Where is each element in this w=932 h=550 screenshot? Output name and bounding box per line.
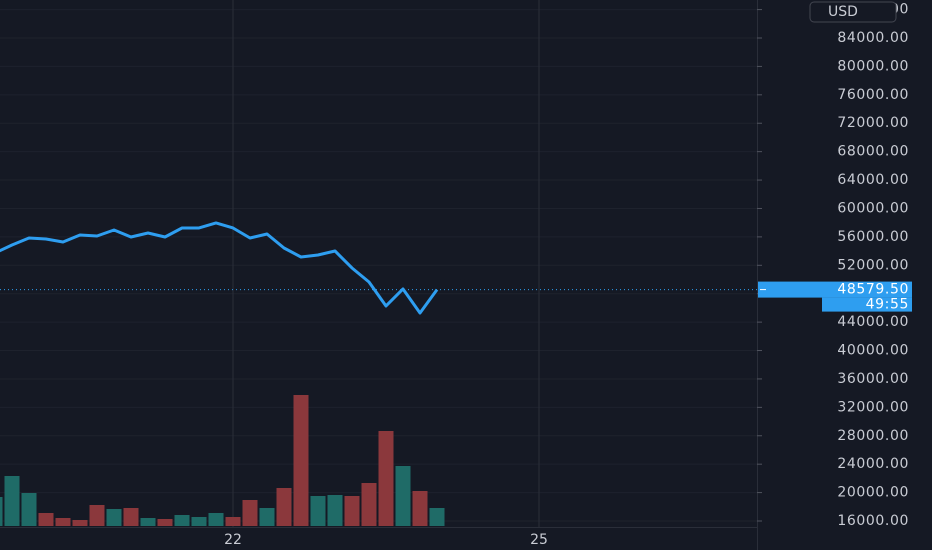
volume-bar bbox=[225, 517, 241, 526]
currency-badge bbox=[809, 1, 897, 23]
volume-bar bbox=[0, 497, 3, 526]
y-tick-label: 24000.00 bbox=[837, 456, 909, 472]
y-tick-label: 60000.00 bbox=[837, 200, 909, 216]
volume-bar bbox=[106, 509, 122, 526]
volume-bar bbox=[208, 513, 224, 526]
volume-bar bbox=[38, 513, 54, 526]
countdown-box bbox=[822, 297, 912, 312]
volume-bar bbox=[293, 395, 309, 526]
volume-bar bbox=[242, 500, 258, 526]
y-tick-label: 64000.00 bbox=[837, 172, 909, 188]
y-tick-label: 32000.00 bbox=[837, 399, 909, 415]
volume-bar bbox=[412, 491, 428, 526]
y-tick-label: 16000.00 bbox=[837, 513, 909, 529]
y-tick-label: 56000.00 bbox=[837, 229, 909, 245]
volume-bar bbox=[310, 496, 326, 526]
last-price-box bbox=[758, 281, 912, 298]
y-tick-label: 76000.00 bbox=[837, 87, 909, 103]
y-tick-label: 84000.00 bbox=[837, 30, 909, 46]
grid bbox=[232, 0, 540, 527]
volume-bar bbox=[361, 483, 377, 526]
volume-bar bbox=[174, 515, 190, 526]
x-tick-label: 22 bbox=[224, 532, 242, 548]
countdown-label: 49:55 bbox=[866, 297, 909, 313]
y-tick-label: 72000.00 bbox=[837, 115, 909, 131]
price-pane bbox=[0, 221, 439, 315]
y-tick-label: 20000.00 bbox=[837, 485, 909, 501]
volume-bar bbox=[4, 476, 20, 526]
last-price-label: 48579.50 bbox=[837, 282, 909, 298]
y-tick-label: 44000.00 bbox=[837, 314, 909, 330]
y-tick-label: 52000.00 bbox=[837, 257, 909, 273]
volume-bar bbox=[55, 518, 71, 526]
price-axis: 16000.00 20000.00 24000.00 28000.00 32000.00… bbox=[224, 2, 909, 548]
price-line bbox=[0, 221, 439, 315]
volume-bar bbox=[259, 508, 275, 526]
volume-bar bbox=[378, 431, 394, 526]
volume-bar bbox=[429, 508, 445, 526]
currency-label: USD bbox=[828, 4, 858, 20]
volume-bar bbox=[191, 517, 207, 526]
volume-bar bbox=[89, 505, 105, 526]
volume-bar bbox=[395, 466, 411, 526]
volume-pane bbox=[0, 395, 445, 526]
volume-bar bbox=[157, 519, 173, 526]
y-tick-label: 40000.00 bbox=[837, 343, 909, 359]
y-tick-label: 36000.00 bbox=[837, 371, 909, 387]
volume-bar bbox=[327, 495, 343, 526]
y-tick-label: 80000.00 bbox=[837, 58, 909, 74]
volume-bar bbox=[344, 496, 360, 526]
volume-bar bbox=[21, 493, 37, 526]
y-tick-label: 28000.00 bbox=[837, 428, 909, 444]
volume-bar bbox=[276, 488, 292, 526]
volume-bar bbox=[72, 520, 88, 526]
volume-bar bbox=[140, 518, 156, 526]
x-tick-label: 25 bbox=[530, 532, 548, 548]
volume-bar bbox=[123, 508, 139, 526]
y-tick-label: 68000.00 bbox=[837, 144, 909, 160]
